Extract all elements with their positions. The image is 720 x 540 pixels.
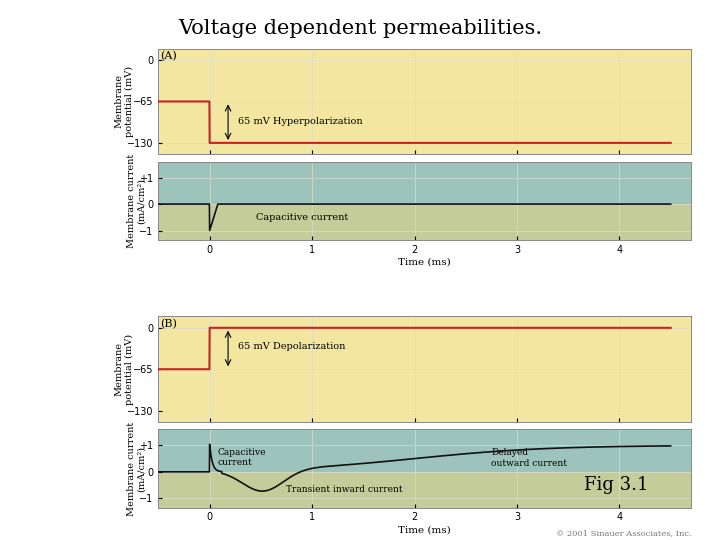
Text: 65 mV Hyperpolarization: 65 mV Hyperpolarization (238, 117, 363, 126)
Text: 65 mV Depolarization: 65 mV Depolarization (238, 342, 346, 352)
X-axis label: Time (ms): Time (ms) (398, 525, 451, 534)
Text: Delayed
outward current: Delayed outward current (491, 448, 567, 468)
Text: (B): (B) (161, 319, 177, 329)
Text: Fig 3.1: Fig 3.1 (583, 476, 648, 494)
Bar (158, 429, 691, 472)
Y-axis label: Membrane current
(mA/cm²): Membrane current (mA/cm²) (127, 154, 146, 248)
Bar (158, 161, 691, 204)
Y-axis label: Membrane current
(mA/cm²): Membrane current (mA/cm²) (127, 421, 146, 516)
Text: © 2001 Sinauer Associates, Inc.: © 2001 Sinauer Associates, Inc. (556, 529, 691, 537)
Y-axis label: Membrane
potential (mV): Membrane potential (mV) (114, 66, 134, 137)
X-axis label: Time (ms): Time (ms) (398, 258, 451, 266)
Text: Capacitive
current: Capacitive current (218, 448, 266, 468)
Text: Capacitive current: Capacitive current (256, 213, 348, 222)
Y-axis label: Membrane
potential (mV): Membrane potential (mV) (114, 334, 134, 405)
Text: Voltage dependent permeabilities.: Voltage dependent permeabilities. (178, 19, 542, 38)
Bar (158, 472, 691, 508)
Text: (A): (A) (161, 51, 177, 62)
Bar (158, 204, 691, 240)
Text: Transient inward current: Transient inward current (287, 485, 403, 494)
